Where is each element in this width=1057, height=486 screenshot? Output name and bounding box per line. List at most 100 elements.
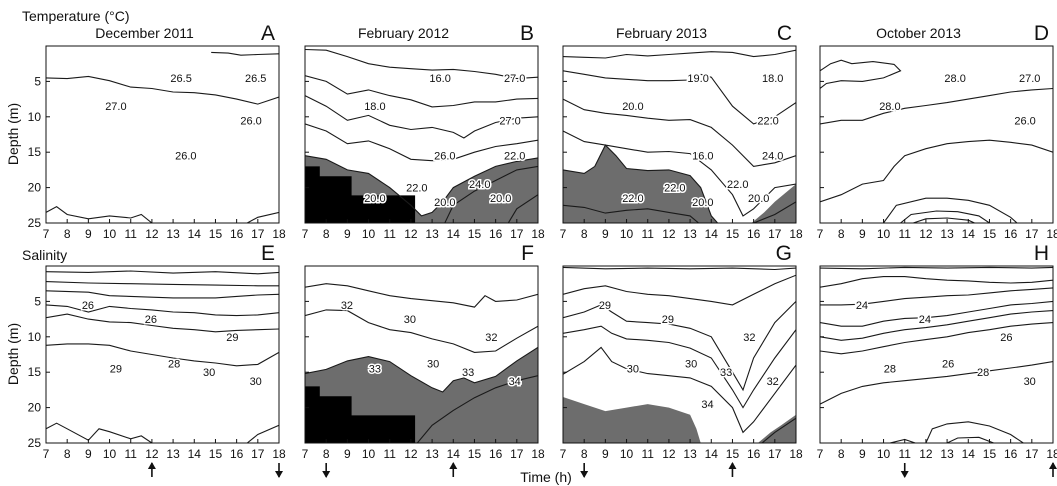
plot-area [563, 49, 796, 223]
x-tick-label: 18 [1046, 227, 1057, 241]
plot-frame [819, 265, 1054, 444]
contour-line [46, 422, 153, 443]
x-tick-label: 11 [641, 447, 654, 461]
x-tick-label: 18 [531, 227, 545, 241]
contour-label: 24.0 [692, 151, 713, 163]
no-data-region [305, 386, 416, 443]
filled-region [563, 397, 701, 443]
x-tick-label: 16 [230, 447, 244, 461]
contour-line [46, 290, 279, 299]
x-tick-label: 17 [251, 447, 265, 461]
contour-label: 24.0 [762, 151, 783, 163]
x-tick-label: 12 [919, 447, 933, 461]
plot-frame [819, 45, 1054, 224]
contour-line [46, 281, 279, 287]
x-tick-label: 12 [145, 227, 159, 241]
contour-line [753, 201, 796, 223]
x-tick-label: 13 [683, 447, 697, 461]
contour-line [563, 70, 796, 125]
contour-line [444, 165, 538, 223]
x-tick-label: 11 [383, 447, 396, 461]
contour-label: 27.0 [499, 115, 520, 127]
x-tick-label: 17 [251, 227, 265, 241]
panel-letter: C [777, 22, 792, 45]
contour-label: 29 [110, 364, 122, 376]
contour-line [900, 210, 990, 223]
contour-label: 26.5 [170, 73, 191, 85]
y-tick-label: 5 [34, 294, 41, 308]
row-label-temperature: Temperature (°C) [22, 8, 130, 24]
contour-label: 20.0 [622, 101, 643, 113]
x-tick-label: 15 [468, 447, 482, 461]
contour-label: 28 [168, 358, 180, 370]
x-tick-label: 9 [859, 227, 866, 241]
x-tick-label: 11 [641, 227, 654, 241]
x-tick-label: 12 [662, 227, 676, 241]
contour-label: 20.0 [692, 197, 713, 209]
x-tick-label: 17 [1025, 447, 1039, 461]
y-tick-label: 15 [28, 145, 42, 159]
x-tick-label: 9 [85, 227, 92, 241]
contour-label: 24 [919, 314, 931, 326]
contour-line [563, 98, 796, 167]
x-tick-label: 14 [447, 447, 461, 461]
tide-arrow-head [322, 471, 331, 478]
contour-line [305, 155, 538, 217]
x-tick-label: 12 [404, 227, 418, 241]
contour-label: 26 [82, 300, 94, 312]
panel-letter: H [1034, 242, 1049, 265]
panel-title: February 2012 [358, 25, 449, 41]
y-tick-label: 15 [28, 365, 42, 379]
contour-line [820, 310, 1053, 341]
x-tick-label: 15 [983, 447, 997, 461]
contour-label: 27.0 [504, 73, 525, 85]
x-tick-label: 8 [581, 447, 588, 461]
x-tick-label: 7 [43, 447, 50, 461]
filled-region [751, 184, 796, 223]
plot-frame [304, 45, 539, 224]
x-tick-label: 18 [272, 227, 286, 241]
contour-label: 28.0 [879, 101, 900, 113]
contour-line [820, 266, 1053, 270]
contour-label: 26.0 [757, 115, 778, 127]
x-tick-label: 11 [383, 227, 396, 241]
x-tick-label: 9 [602, 447, 609, 461]
plot-frame [45, 265, 280, 444]
panel-b: 27.0 26.0 27.0 27.0 26.0 22.0 24.0 22.0 20.0 20.0… [302, 22, 545, 241]
contour-line [211, 51, 279, 56]
contour-line [820, 139, 1053, 203]
contour-label: 22.0 [406, 183, 427, 195]
contour-label: 33 [369, 364, 381, 376]
x-tick-label: 7 [817, 227, 824, 241]
contour-line [305, 75, 538, 108]
panel-d: 28.0 28.0 27.0 26.0 October 2013 D 7 8 9 10 11 12 13… [817, 22, 1057, 241]
contour-label: 28 [884, 364, 896, 376]
contour-label: 33 [462, 367, 474, 379]
x-tick-label: 7 [560, 447, 567, 461]
contour-label: 30 [250, 376, 262, 388]
contour-label: 32 [485, 332, 497, 344]
y-tick-label: 25 [28, 436, 42, 450]
contour-line [925, 421, 1024, 443]
contour-line [820, 361, 1053, 405]
y-tick-label: 25 [28, 216, 42, 230]
contour-label: 30 [685, 358, 697, 370]
x-tick-label: 14 [188, 447, 202, 461]
contour-label: 22.0 [622, 193, 643, 205]
x-tick-label: 14 [962, 227, 976, 241]
x-tick-label: 17 [510, 447, 524, 461]
filled-region [563, 145, 718, 223]
contour-label: 29 [662, 314, 674, 326]
contour-label: 30 [404, 314, 416, 326]
tide-arrow-head [900, 471, 909, 478]
x-tick-label: 10 [103, 447, 117, 461]
panel-c: 27.027.0 26.026.024.0 24.022.022.022.0 20.0… [560, 22, 803, 241]
x-tick-label: 16 [230, 227, 244, 241]
x-tick-label: 13 [425, 227, 439, 241]
contour-line [305, 95, 538, 139]
contour-label: 24.0 [469, 179, 490, 191]
x-tick-label: 8 [323, 227, 330, 241]
tide-arrow-head [147, 462, 156, 469]
x-tick-label: 11 [898, 447, 911, 461]
contour-line [246, 211, 279, 223]
